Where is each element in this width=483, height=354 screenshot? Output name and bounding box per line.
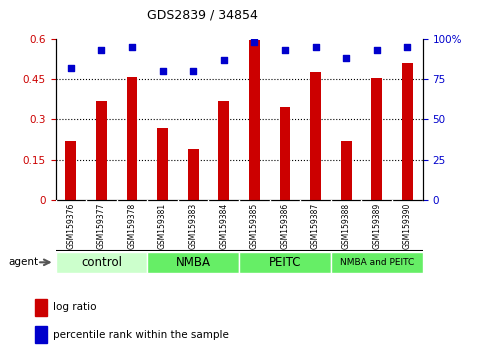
Point: [220, 57, 227, 63]
Bar: [402, 63, 412, 200]
Point: [251, 39, 258, 45]
Text: agent: agent: [9, 257, 39, 267]
Text: GSM159384: GSM159384: [219, 202, 228, 249]
Bar: [188, 149, 199, 200]
Bar: [35, 299, 47, 315]
Text: GSM159387: GSM159387: [311, 202, 320, 249]
Point: [98, 47, 105, 53]
FancyBboxPatch shape: [147, 252, 239, 273]
Bar: [310, 73, 321, 200]
Text: GSM159386: GSM159386: [281, 202, 289, 249]
Text: percentile rank within the sample: percentile rank within the sample: [53, 330, 229, 340]
Point: [312, 44, 319, 50]
Text: GSM159390: GSM159390: [403, 202, 412, 249]
Bar: [127, 76, 137, 200]
FancyBboxPatch shape: [331, 252, 423, 273]
Text: NMBA: NMBA: [176, 256, 211, 269]
Bar: [249, 40, 260, 200]
Text: GSM159376: GSM159376: [66, 202, 75, 249]
Point: [67, 65, 75, 71]
Text: GSM159378: GSM159378: [128, 202, 137, 249]
Text: NMBA and PEITC: NMBA and PEITC: [340, 258, 414, 267]
Bar: [157, 127, 168, 200]
Point: [342, 56, 350, 61]
Point: [373, 47, 381, 53]
Text: GSM159383: GSM159383: [189, 202, 198, 249]
Text: GSM159388: GSM159388: [341, 202, 351, 249]
Text: GSM159389: GSM159389: [372, 202, 381, 249]
Bar: [66, 141, 76, 200]
FancyBboxPatch shape: [239, 252, 331, 273]
Point: [128, 44, 136, 50]
Bar: [280, 107, 290, 200]
Text: GDS2839 / 34854: GDS2839 / 34854: [147, 9, 258, 22]
Point: [189, 68, 197, 74]
Text: log ratio: log ratio: [53, 302, 97, 312]
Point: [281, 47, 289, 53]
Text: GSM159377: GSM159377: [97, 202, 106, 249]
Bar: [371, 78, 382, 200]
Bar: [96, 101, 107, 200]
Bar: [35, 326, 47, 343]
Bar: [218, 101, 229, 200]
Text: control: control: [81, 256, 122, 269]
Point: [403, 44, 411, 50]
Text: PEITC: PEITC: [269, 256, 301, 269]
Bar: [341, 141, 352, 200]
Text: GSM159381: GSM159381: [158, 202, 167, 249]
Text: GSM159385: GSM159385: [250, 202, 259, 249]
Point: [159, 68, 167, 74]
FancyBboxPatch shape: [56, 252, 147, 273]
